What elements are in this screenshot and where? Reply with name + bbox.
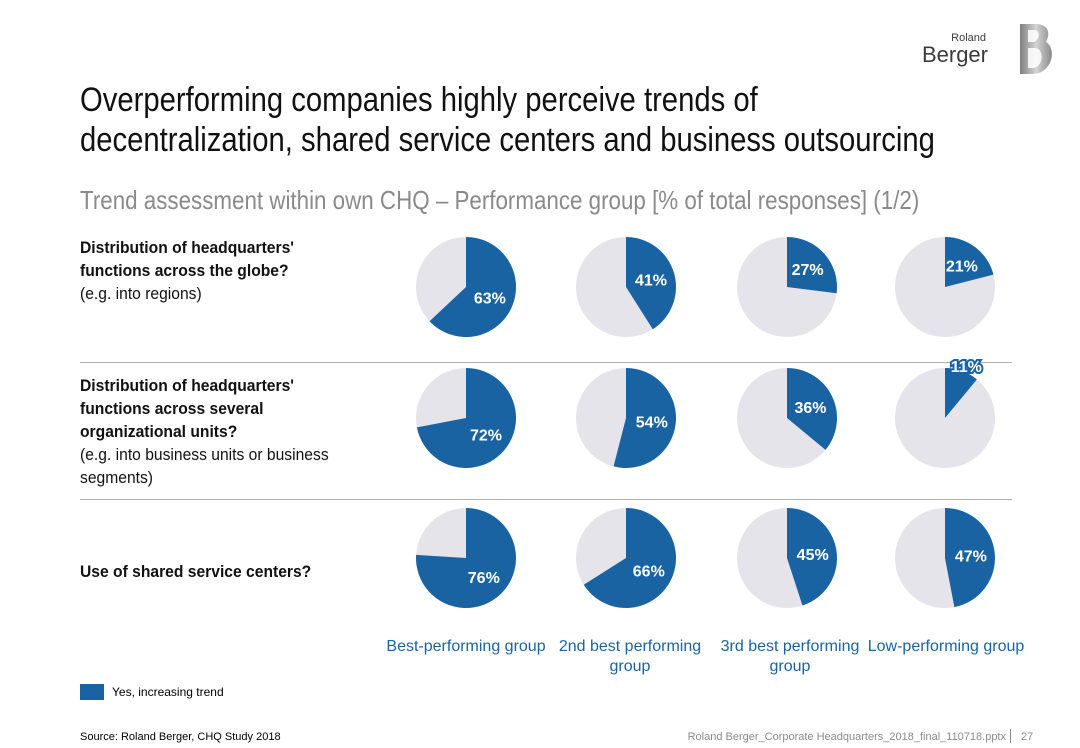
- pie-slice-globe-best: [429, 237, 516, 337]
- row-divider: [80, 499, 1012, 500]
- pie-data-label-org-units-low: 11%: [951, 359, 982, 376]
- page-number: 27: [1021, 731, 1034, 743]
- row-note: (e.g. into regions): [80, 284, 202, 303]
- logo-text-small: Roland: [951, 32, 986, 44]
- page-title: Overperforming companies highly perceive…: [80, 80, 935, 160]
- legend-label: Yes, increasing trend: [112, 685, 224, 699]
- logo-text-big: Berger: [921, 42, 988, 67]
- row-label-shared-services: Use of shared service centers?: [80, 560, 356, 583]
- title-line-2: decentralization, shared service centers…: [80, 121, 935, 159]
- legend-swatch: [80, 684, 104, 700]
- pie-data-label-globe-best: 63%: [474, 290, 506, 307]
- pie-slice-shared-services-3rd: [787, 508, 837, 606]
- page-separator: [1010, 729, 1011, 743]
- logo-b-mark-icon: [1020, 24, 1052, 74]
- row-note: (e.g. into business units or business se…: [80, 445, 329, 487]
- pie-data-label-org-units-best: 72%: [470, 428, 502, 445]
- row-label-globe: Distribution of headquarters' functions …: [80, 236, 356, 305]
- file-name: Roland Berger_Corporate Headquarters_201…: [687, 731, 1006, 743]
- pie-slice-shared-services-best: [416, 508, 517, 608]
- row-label-org-units: Distribution of headquarters' functions …: [80, 374, 356, 489]
- pie-slice-shared-services-2nd: [583, 508, 676, 608]
- pie-slice-org-units-2nd: [613, 368, 677, 469]
- pie-data-label-shared-services-2nd: 66%: [633, 564, 665, 581]
- pie-slice-globe-2nd: [626, 237, 677, 330]
- group-label-2nd: 2nd best performing group: [558, 638, 702, 675]
- row-divider: [80, 362, 1012, 363]
- pie-data-label-shared-services-3rd: 45%: [797, 547, 829, 564]
- pie-slice-org-units-3rd: [787, 367, 838, 450]
- group-label-low: Low-performing group: [867, 638, 1025, 655]
- pie-data-label-globe-2nd: 41%: [635, 273, 667, 290]
- pie-data-label-globe-low: 21%: [946, 258, 978, 275]
- group-label-3rd: 3rd best performing group: [720, 638, 860, 675]
- pie-data-label-shared-services-best: 76%: [468, 570, 500, 587]
- title-line-1: Overperforming companies highly perceive…: [80, 81, 758, 119]
- pie-slice-globe-3rd: [787, 237, 838, 294]
- row-question: Distribution of headquarters' functions …: [80, 376, 295, 441]
- row-question: Use of shared service centers?: [80, 562, 312, 581]
- roland-berger-logo: Roland Berger: [922, 22, 1056, 76]
- pie-data-label-org-units-3rd: 36%: [794, 400, 826, 417]
- source-note: Source: Roland Berger, CHQ Study 2018: [80, 731, 281, 743]
- subtitle: Trend assessment within own CHQ – Perfor…: [80, 185, 920, 215]
- pie-data-label-org-units-2nd: 54%: [636, 414, 668, 431]
- pie-slice-org-units-low: [945, 368, 977, 418]
- pie-data-label-globe-3rd: 27%: [792, 262, 824, 279]
- pie-slice-shared-services-low: [945, 508, 995, 608]
- row-question: Distribution of headquarters' functions …: [80, 238, 295, 280]
- pie-slice-globe-low: [945, 237, 994, 287]
- pie-data-label-shared-services-low: 47%: [955, 549, 987, 566]
- pie-slice-org-units-best: [416, 368, 517, 468]
- group-label-best: Best-performing group: [386, 638, 546, 655]
